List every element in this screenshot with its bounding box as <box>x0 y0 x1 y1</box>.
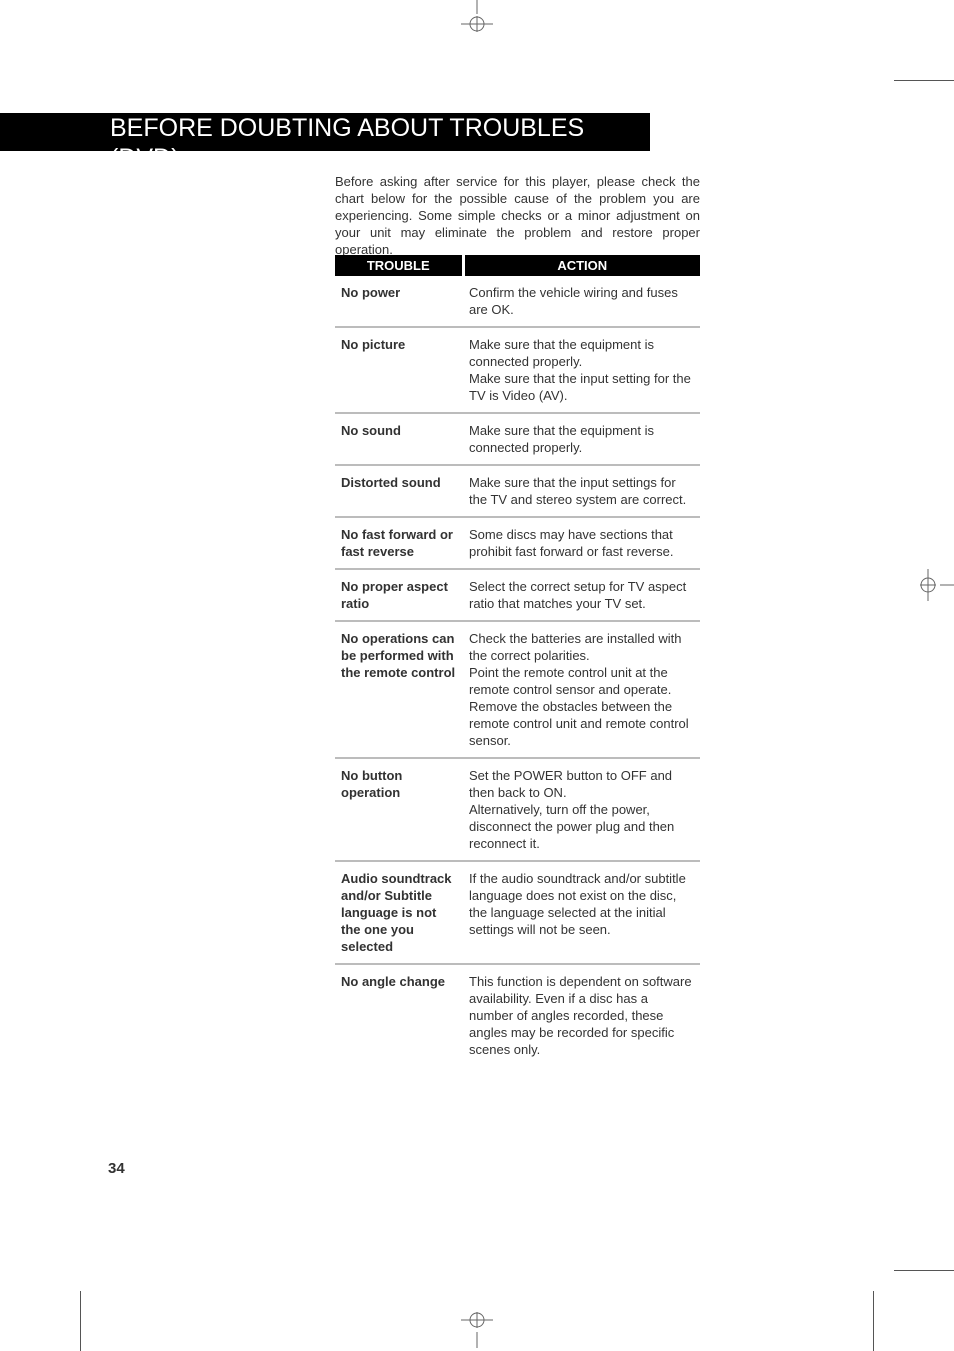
intro-paragraph: Before asking after service for this pla… <box>335 173 700 258</box>
trim-line <box>894 80 954 81</box>
section-title-bar: BEFORE DOUBTING ABOUT TROUBLES (DVD) <box>0 113 650 151</box>
action-cell: Set the POWER button to OFF and then bac… <box>463 758 700 861</box>
action-cell: Some discs may have sections that prohib… <box>463 517 700 569</box>
page-number: 34 <box>108 1160 125 1177</box>
crop-mark-bottom <box>457 1306 497 1351</box>
table-row: Audio soundtrack and/or Subtitle languag… <box>335 861 700 964</box>
table-row: No powerConfirm the vehicle wiring and f… <box>335 276 700 327</box>
table-row: No angle changeThis function is dependen… <box>335 964 700 1066</box>
table-row: No button operationSet the POWER button … <box>335 758 700 861</box>
trouble-cell: No power <box>335 276 463 327</box>
trouble-cell: No operations can be performed with the … <box>335 621 463 758</box>
action-cell: Check the batteries are installed with t… <box>463 621 700 758</box>
crop-mark-top <box>457 0 497 45</box>
trouble-cell: No proper aspect ratio <box>335 569 463 621</box>
trim-line <box>80 1291 81 1351</box>
troubleshooting-table: TROUBLE ACTION No powerConfirm the vehic… <box>335 255 700 1066</box>
action-cell: Select the correct setup for TV aspect r… <box>463 569 700 621</box>
col-header-action: ACTION <box>463 255 700 276</box>
trim-line <box>894 1270 954 1271</box>
table-row: No operations can be performed with the … <box>335 621 700 758</box>
table-row: No fast forward or fast reverseSome disc… <box>335 517 700 569</box>
table-row: Distorted soundMake sure that the input … <box>335 465 700 517</box>
action-cell: Make sure that the equipment is connecte… <box>463 413 700 465</box>
trouble-cell: No angle change <box>335 964 463 1066</box>
col-header-trouble: TROUBLE <box>335 255 463 276</box>
trouble-cell: Audio soundtrack and/or Subtitle languag… <box>335 861 463 964</box>
table-row: No pictureMake sure that the equipment i… <box>335 327 700 413</box>
table-row: No proper aspect ratioSelect the correct… <box>335 569 700 621</box>
table-row: No soundMake sure that the equipment is … <box>335 413 700 465</box>
action-cell: Make sure that the input settings for th… <box>463 465 700 517</box>
trouble-cell: No sound <box>335 413 463 465</box>
action-cell: Confirm the vehicle wiring and fuses are… <box>463 276 700 327</box>
trouble-cell: No button operation <box>335 758 463 861</box>
trouble-cell: No picture <box>335 327 463 413</box>
trim-line <box>873 1291 874 1351</box>
section-title: BEFORE DOUBTING ABOUT TROUBLES (DVD) <box>110 113 650 175</box>
trouble-cell: No fast forward or fast reverse <box>335 517 463 569</box>
action-cell: Make sure that the equipment is connecte… <box>463 327 700 413</box>
action-cell: If the audio soundtrack and/or subtitle … <box>463 861 700 964</box>
trouble-cell: Distorted sound <box>335 465 463 517</box>
action-cell: This function is dependent on software a… <box>463 964 700 1066</box>
crop-mark-right <box>914 565 954 610</box>
